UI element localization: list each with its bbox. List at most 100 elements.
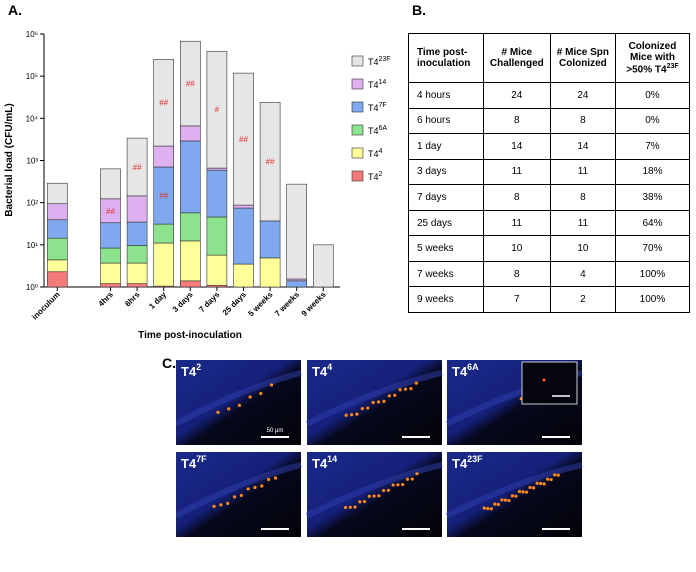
bar-segment — [100, 283, 121, 288]
x-tick-label: inoculum — [30, 290, 62, 322]
legend-superscript: 7F — [379, 102, 387, 109]
image-label: T423F — [452, 454, 483, 471]
image-label-name: T4 — [312, 364, 328, 379]
table-row: 9 weeks 7 2 100% — [408, 286, 691, 313]
table-row: 7 days 8 8 38% — [408, 184, 691, 211]
bar-segment — [100, 222, 121, 249]
bar-segment — [233, 207, 254, 265]
legend-label: T414 — [368, 79, 386, 90]
bacteria-dot — [226, 501, 230, 505]
table-cell: 11 — [549, 158, 616, 186]
bar-segment — [46, 259, 68, 273]
bacteria-dot — [367, 494, 371, 498]
tissue-edge — [176, 369, 302, 427]
table-cell: 5 weeks — [408, 235, 484, 262]
bacteria-dot — [396, 483, 400, 487]
legend-superscript: 6A — [379, 125, 388, 132]
table-cell: 11 — [549, 209, 616, 237]
bacteria-dot — [248, 395, 252, 399]
scale-bar-label: 50 µm — [267, 428, 284, 434]
y-axis-title: Bacterial load (CFU/mL) — [4, 103, 15, 216]
table-cell: 8 — [482, 184, 551, 211]
table-cell: 64% — [614, 209, 691, 237]
bacteria-dot — [386, 488, 390, 492]
bar-segment — [233, 204, 254, 209]
table-cell: 25 days — [408, 209, 484, 237]
bacteria-dot — [553, 473, 557, 477]
data-table: Time post-inoculation # Mice Challenged # … — [408, 33, 691, 313]
x-tick-label: 25 days — [221, 290, 249, 318]
table-cell: 11 — [482, 158, 551, 186]
bacteria-dot — [401, 482, 405, 487]
inset-dot — [542, 378, 546, 382]
bar-segment — [180, 240, 201, 282]
bar-segment — [100, 262, 121, 284]
bar-segment — [259, 257, 281, 288]
table-row: 7 weeks 8 4 100% — [408, 260, 691, 288]
bar-segment — [153, 59, 174, 147]
image-label: T46A — [452, 362, 479, 379]
image-background — [307, 452, 442, 537]
column-header: # Mice Spn Colonized — [549, 33, 616, 83]
table-cell: 8 — [482, 260, 551, 288]
image-label-superscript: 14 — [327, 454, 337, 464]
annotation: ## — [266, 158, 275, 167]
panel-label: C. — [162, 355, 176, 371]
bacteria-dot — [372, 494, 376, 498]
bacteria-dot — [496, 502, 500, 507]
legend-label: T47F — [368, 102, 387, 113]
bar-segment — [126, 245, 148, 264]
bar-segment — [180, 280, 201, 288]
bacteria-dot — [556, 473, 560, 477]
table-cell: 7 weeks — [408, 260, 484, 288]
bar-segment — [286, 280, 308, 288]
y-tick-label: 10⁵ — [26, 72, 38, 81]
image-label-name: T4 — [181, 364, 197, 379]
bacteria-dot — [415, 472, 419, 476]
table-cell: 18% — [614, 158, 691, 186]
bar-segment — [206, 169, 228, 218]
bacteria-dot — [353, 505, 357, 509]
tissue-edge — [176, 461, 302, 519]
bar-segment — [46, 271, 68, 288]
bar-segment — [153, 223, 174, 244]
image-label-name: T4 — [312, 456, 328, 471]
image-label-superscript: 7F — [196, 454, 207, 464]
image-label-superscript: 2 — [196, 362, 201, 372]
bacteria-dot — [482, 506, 486, 510]
bacteria-dot — [486, 506, 490, 511]
table-cell: 100% — [614, 260, 691, 288]
x-tick-label: 9 weeks — [300, 290, 328, 318]
image-label-superscript: 6A — [467, 362, 479, 372]
bacteria-dot — [539, 481, 543, 486]
image-label-name: T4 — [181, 456, 197, 471]
annotation: ## — [159, 99, 168, 108]
tissue-edge — [305, 369, 443, 427]
bacteria-dot — [259, 391, 263, 396]
bacteria-dot — [362, 499, 367, 504]
annotation: # — [215, 106, 220, 115]
legend-name: T4 — [368, 103, 379, 113]
bar-segment — [180, 125, 201, 142]
y-tick-label: 10³ — [26, 157, 38, 166]
bacteria-dot — [355, 412, 359, 416]
bar-segment — [233, 263, 254, 288]
x-tick-label: 1 day — [147, 290, 168, 311]
legend-superscript: 4 — [379, 148, 383, 155]
bar-segment — [180, 212, 201, 242]
bar-segment — [46, 182, 68, 205]
bacteria-dot — [410, 477, 414, 481]
bar-segment — [233, 72, 254, 206]
image-background — [447, 452, 582, 537]
table-row: 25 days 11 11 64% — [408, 209, 691, 237]
column-header: Time post-inoculation — [408, 33, 484, 83]
image-label: T414 — [312, 454, 337, 471]
legend-swatch — [351, 78, 364, 90]
bar-segment — [126, 283, 148, 288]
table-cell: 8 — [549, 107, 616, 135]
bacteria-dot — [393, 393, 397, 397]
image-background — [176, 360, 301, 445]
bacteria-dot — [546, 477, 550, 481]
table-cell: 10 — [549, 235, 616, 262]
table-cell: 14 — [549, 133, 616, 160]
